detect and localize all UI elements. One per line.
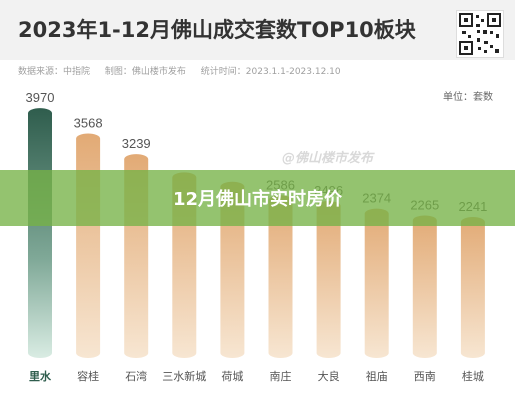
category-label: 南庄 — [270, 369, 292, 383]
banner-text: 12月佛山市实时房价 — [172, 189, 343, 210]
bar-大良 — [316, 200, 341, 358]
value-label: 3970 — [26, 90, 55, 105]
chart-title: 2023年1-12月佛山成交套数TOP10板块 — [18, 18, 416, 42]
chart-maker-label: 制图：佛山楼市发布 — [104, 67, 186, 77]
bar-桂城 — [460, 216, 485, 358]
chart-meta: 数据来源：中指院 制图：佛山楼市发布 统计时间：2023.1.1-2023.12… — [18, 64, 353, 77]
statistics-period-label: 统计时间：2023.1.1-2023.12.10 — [200, 67, 341, 77]
value-label: 3568 — [74, 115, 103, 130]
watermark-text: @佛山楼市发布 — [282, 151, 374, 166]
qr-code-icon — [456, 10, 504, 58]
data-source-label: 数据来源：中指院 — [18, 67, 91, 77]
category-label: 容桂 — [77, 369, 99, 383]
bar-里水 — [28, 108, 52, 359]
bar-祖庙 — [364, 208, 389, 358]
category-label: 西南 — [414, 370, 436, 383]
bar-chart: 39703568323925862496237422652241 里水容桂石湾三… — [26, 90, 488, 383]
category-label: 祖庙 — [366, 369, 388, 383]
overlay-banner[interactable]: 12月佛山市实时房价 — [0, 170, 515, 226]
chart-header: 2023年1-12月佛山成交套数TOP10板块 — [0, 0, 515, 60]
category-label: 桂城 — [462, 369, 484, 383]
bar-南庄 — [268, 195, 293, 358]
unit-label: 单位：套数 — [443, 92, 493, 103]
value-label: 3239 — [122, 136, 151, 151]
category-label: 里水 — [29, 369, 52, 383]
category-label: 荷城 — [221, 370, 243, 383]
bar-容桂 — [76, 133, 101, 358]
category-label: 石湾 — [125, 369, 147, 383]
bar-西南 — [412, 215, 437, 358]
category-label: 三水新城 — [162, 369, 206, 383]
category-label: 大良 — [318, 369, 340, 383]
